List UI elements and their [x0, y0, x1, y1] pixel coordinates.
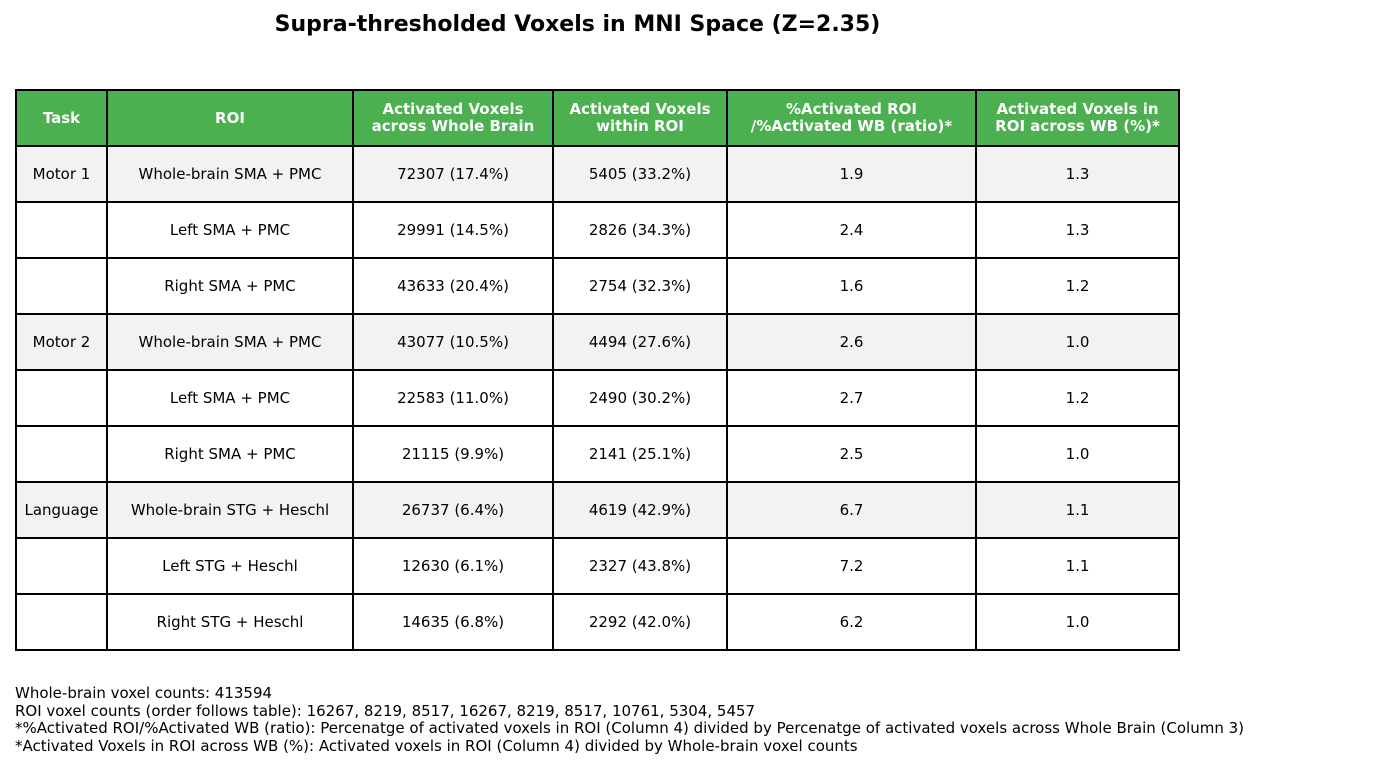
column-header-3: Activated Voxels across Whole Brain	[352, 89, 554, 147]
table-cell: 6.7	[726, 481, 977, 539]
table-cell	[15, 593, 108, 651]
results-table: Task ROI Activated Voxels across Whole Brai…	[15, 89, 1180, 651]
table-cell: 1.2	[975, 369, 1180, 427]
table-cell: 1.9	[726, 145, 977, 203]
column-header-2: ROI	[106, 89, 354, 147]
table-cell: 72307 (17.4%)	[352, 145, 554, 203]
table-cell: 4494 (27.6%)	[552, 313, 728, 371]
column-header-6: Activated Voxels in ROI across WB (%)*	[975, 89, 1180, 147]
table-cell: Motor 2	[15, 313, 108, 371]
table-cell: 2.6	[726, 313, 977, 371]
table-cell: 2292 (42.0%)	[552, 593, 728, 651]
footnote-line: *%Activated ROI/%Activated WB (ratio): P…	[15, 719, 1244, 737]
table-cell: 1.3	[975, 145, 1180, 203]
table-cell: 5405 (33.2%)	[552, 145, 728, 203]
table-cell: 1.0	[975, 313, 1180, 371]
table-cell: 2826 (34.3%)	[552, 201, 728, 259]
table-cell	[15, 369, 108, 427]
table-cell: 2327 (43.8%)	[552, 537, 728, 595]
table-cell: 1.1	[975, 481, 1180, 539]
header-row: Task ROI Activated Voxels across Whole Brai…	[15, 89, 1180, 147]
table-cell: 2490 (30.2%)	[552, 369, 728, 427]
table-cell: 29991 (14.5%)	[352, 201, 554, 259]
table-cell: Whole-brain SMA + PMC	[106, 145, 354, 203]
footnote-line: ROI voxel counts (order follows table): …	[15, 701, 756, 720]
table-cell: Right STG + Heschl	[106, 593, 354, 651]
footnote-line: Whole-brain voxel counts: 413594	[15, 684, 273, 702]
table-cell	[15, 257, 108, 315]
table-cell: Right SMA + PMC	[106, 425, 354, 483]
table-cell: 1.6	[726, 257, 977, 315]
table-cell: Right SMA + PMC	[106, 257, 354, 315]
table-cell: 2.5	[726, 425, 977, 483]
column-header-5: %Activated ROI/%Activated WB (ratio)*	[726, 89, 977, 147]
table-cell: 2754 (32.3%)	[552, 257, 728, 315]
table-cell: Left SMA + PMC	[106, 369, 354, 427]
table-cell: 6.2	[726, 593, 977, 651]
footnote-line: *Activated Voxels in ROI across WB (%): …	[15, 736, 858, 755]
footnotes: Whole-brain voxel counts: 413594 ROI voxe…	[15, 684, 1244, 755]
table-row: Motor 2 Whole-brain SMA + PMC 43077 (10.5%…	[15, 313, 1180, 371]
table-cell: Left STG + Heschl	[106, 537, 354, 595]
table-cell: 7.2	[726, 537, 977, 595]
table-row: Left SMA + PMC 29991 (14.5%) 2826 (34.3%) 2…	[15, 201, 1180, 259]
table-cell: Language	[15, 481, 108, 539]
table-cell: 2141 (25.1%)	[552, 425, 728, 483]
table-cell: 1.1	[975, 537, 1180, 595]
table-header: Task ROI Activated Voxels across Whole Brai…	[15, 89, 1180, 147]
table-cell	[15, 425, 108, 483]
table-cell: 1.0	[975, 593, 1180, 651]
table-row: Language Whole-brain STG + Heschl 26737 (6…	[15, 481, 1180, 539]
table-row: Motor 1 Whole-brain SMA + PMC 72307 (17.4%…	[15, 145, 1180, 203]
table-row: Left STG + Heschl 12630 (6.1%) 2327 (43.8%…	[15, 537, 1180, 595]
table-cell: 26737 (6.4%)	[352, 481, 554, 539]
table-cell: 12630 (6.1%)	[352, 537, 554, 595]
table-row: Right SMA + PMC 21115 (9.9%) 2141 (25.1%) 2…	[15, 425, 1180, 483]
column-header-1: Task	[15, 89, 108, 147]
table-cell: 43077 (10.5%)	[352, 313, 554, 371]
table-cell: 21115 (9.9%)	[352, 425, 554, 483]
table-cell: 2.4	[726, 201, 977, 259]
table-cell: 1.0	[975, 425, 1180, 483]
table-cell: 22583 (11.0%)	[352, 369, 554, 427]
table-cell: 1.2	[975, 257, 1180, 315]
table-cell: 14635 (6.8%)	[352, 593, 554, 651]
table-row: Right STG + Heschl 14635 (6.8%) 2292 (42.0…	[15, 593, 1180, 651]
table-cell: Motor 1	[15, 145, 108, 203]
table-cell: 2.7	[726, 369, 977, 427]
chart-title: Supra-thresholded Voxels in MNI Space (Z…	[274, 12, 881, 37]
table-cell: 4619 (42.9%)	[552, 481, 728, 539]
table-cell: 1.3	[975, 201, 1180, 259]
table-body: Motor 1 Whole-brain SMA + PMC 72307 (17.4%…	[15, 145, 1180, 651]
table-cell: Whole-brain STG + Heschl	[106, 481, 354, 539]
table-row: Right SMA + PMC 43633 (20.4%) 2754 (32.3%)…	[15, 257, 1180, 315]
column-header-4: Activated Voxels within ROI	[552, 89, 728, 147]
table-cell: Whole-brain SMA + PMC	[106, 313, 354, 371]
table-cell: Left SMA + PMC	[106, 201, 354, 259]
table-cell: 43633 (20.4%)	[352, 257, 554, 315]
table-cell	[15, 537, 108, 595]
table-cell	[15, 201, 108, 259]
table-row: Left SMA + PMC 22583 (11.0%) 2490 (30.2%) 2…	[15, 369, 1180, 427]
